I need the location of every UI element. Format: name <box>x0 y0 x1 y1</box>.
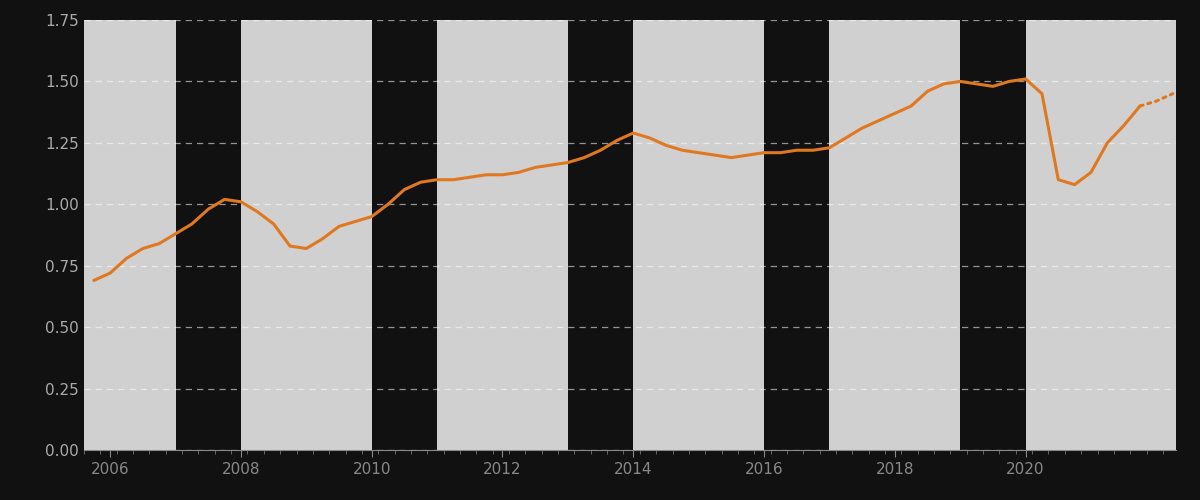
Bar <box>634 20 764 450</box>
Bar <box>1026 20 1176 450</box>
Bar <box>437 20 568 450</box>
Bar <box>84 20 175 450</box>
Bar <box>829 20 960 450</box>
Bar <box>241 20 372 450</box>
